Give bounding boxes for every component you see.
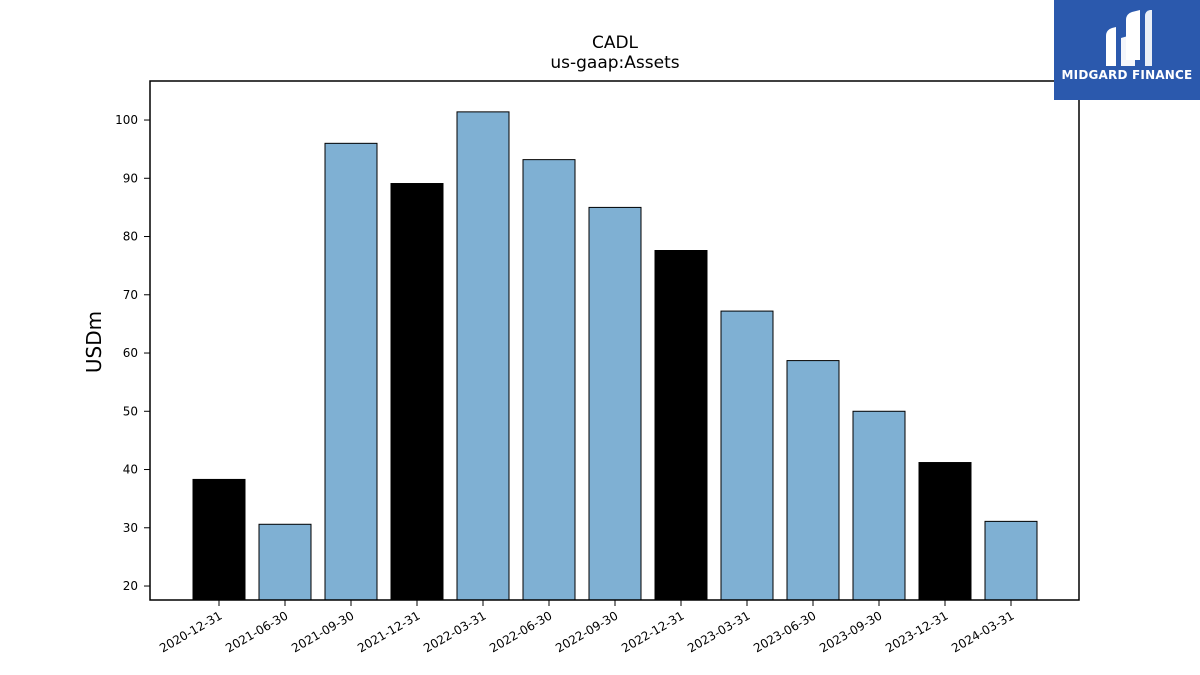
bar-2023-06-30 bbox=[786, 360, 840, 601]
bar-2021-12-31 bbox=[390, 183, 444, 601]
plot-frame bbox=[149, 80, 1080, 601]
brand-mark-icon bbox=[1106, 10, 1152, 66]
bar-2023-09-30 bbox=[852, 410, 906, 601]
x-tick-label: 2024-03-31 bbox=[949, 608, 1016, 655]
x-tick-label: 2021-09-30 bbox=[289, 608, 356, 655]
x-ticks-group: 2020-12-312021-06-302021-09-302021-12-31… bbox=[157, 600, 1017, 655]
brand-name: MIDGARD FINANCE bbox=[1061, 68, 1193, 82]
bar-2020-12-31 bbox=[192, 478, 246, 601]
x-tick-label: 2022-12-31 bbox=[619, 608, 686, 655]
y-ticks-group: 20 30 40 50 60 70 80 90 100 bbox=[115, 113, 150, 593]
bar-2023-12-31 bbox=[918, 462, 972, 601]
bar-2021-09-30 bbox=[324, 142, 378, 601]
bars-group bbox=[192, 111, 1038, 601]
y-tick-label: 90 bbox=[123, 171, 138, 185]
brand-logo: MIDGARD FINANCE bbox=[1054, 0, 1200, 100]
y-tick-label: 40 bbox=[123, 463, 138, 477]
x-tick-label: 2021-12-31 bbox=[355, 608, 422, 655]
y-tick-label: 80 bbox=[123, 230, 138, 244]
x-tick-label: 2023-06-30 bbox=[751, 608, 818, 655]
y-tick-label: 70 bbox=[123, 288, 138, 302]
bar-2023-03-31 bbox=[720, 310, 774, 601]
x-tick-label: 2020-12-31 bbox=[157, 608, 224, 655]
y-axis-label: USDm bbox=[82, 311, 106, 373]
bar-2024-03-31 bbox=[984, 520, 1038, 601]
chart-title: CADL bbox=[592, 33, 639, 53]
bar-2022-03-31 bbox=[456, 111, 510, 601]
chart-subtitle: us-gaap:Assets bbox=[550, 53, 679, 73]
y-tick-label: 50 bbox=[123, 404, 138, 418]
x-tick-label: 2021-06-30 bbox=[223, 608, 290, 655]
x-tick-label: 2023-03-31 bbox=[685, 608, 752, 655]
bar-2022-09-30 bbox=[588, 206, 642, 601]
bar-2021-06-30 bbox=[258, 523, 312, 601]
y-tick-label: 20 bbox=[123, 579, 138, 593]
x-tick-label: 2023-12-31 bbox=[883, 608, 950, 655]
y-tick-label: 60 bbox=[123, 346, 138, 360]
bar-2022-06-30 bbox=[522, 159, 576, 601]
y-tick-label: 100 bbox=[115, 113, 138, 127]
bar-2022-12-31 bbox=[654, 250, 708, 601]
x-tick-label: 2022-06-30 bbox=[487, 608, 554, 655]
x-tick-label: 2022-09-30 bbox=[553, 608, 620, 655]
x-tick-label: 2022-03-31 bbox=[421, 608, 488, 655]
x-tick-label: 2023-09-30 bbox=[817, 608, 884, 655]
y-tick-label: 30 bbox=[123, 521, 138, 535]
